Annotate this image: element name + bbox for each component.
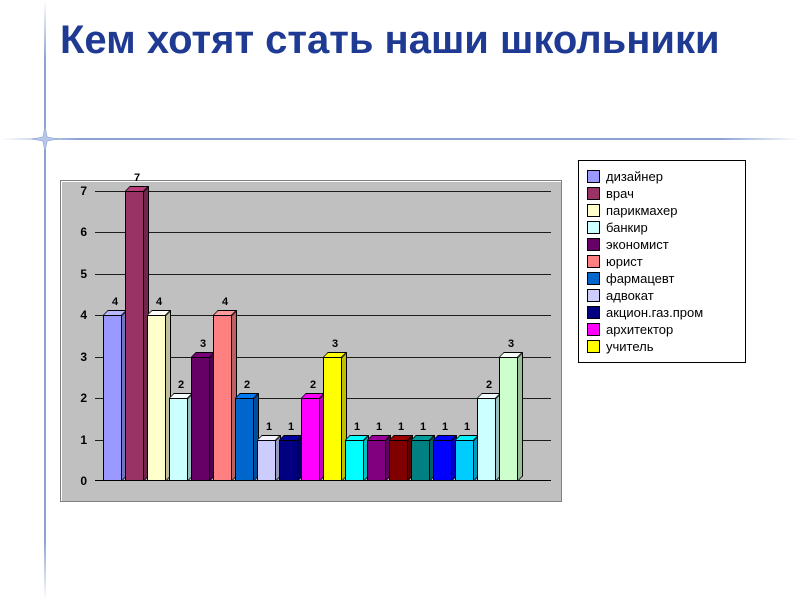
legend-label: экономист [606,237,669,252]
y-tick-label: 1 [80,433,87,447]
bar-value-label: 3 [200,338,206,350]
legend-label: адвокат [606,288,654,303]
bar [169,398,188,481]
legend-swatch [587,255,600,268]
bar [345,440,364,481]
bar-value-label: 2 [178,379,184,391]
bars-group: 4742342112311111123 [95,191,551,481]
y-tick-label: 7 [80,184,87,198]
decor-vline [44,0,46,600]
legend-label: парикмахер [606,203,677,218]
legend-item: парикмахер [587,203,737,218]
bar-value-label: 4 [222,296,228,308]
bar-value-label: 1 [442,421,448,433]
slide-title: Кем хотят стать наши школьники [60,18,740,62]
legend-item: юрист [587,254,737,269]
bar-value-label: 7 [134,172,140,184]
bar [367,440,386,481]
legend-item: архитектор [587,322,737,337]
bar [455,440,474,481]
legend-label: акцион.газ.пром [606,305,703,320]
bar-value-label: 2 [310,379,316,391]
bar-value-label: 2 [486,379,492,391]
legend-item: акцион.газ.пром [587,305,737,320]
bar-value-label: 3 [508,338,514,350]
legend-item: учитель [587,339,737,354]
legend-swatch [587,306,600,319]
legend-swatch [587,221,600,234]
bar [499,357,518,481]
decor-hline [0,138,800,140]
legend-item: фармацевт [587,271,737,286]
bar [191,357,210,481]
legend-label: фармацевт [606,271,674,286]
legend-label: юрист [606,254,643,269]
x-baseline [95,480,551,481]
bar [279,440,298,481]
bar [477,398,496,481]
legend-swatch [587,238,600,251]
bar [125,191,144,481]
y-tick-label: 4 [80,308,87,322]
legend-swatch [587,340,600,353]
bar [103,315,122,481]
bar [235,398,254,481]
y-tick-label: 3 [80,350,87,364]
bar-value-label: 1 [398,421,404,433]
bar-value-label: 4 [156,296,162,308]
bar [389,440,408,481]
y-axis: 01234567 [61,191,91,481]
y-tick-label: 5 [80,267,87,281]
bar-value-label: 1 [420,421,426,433]
bar [147,315,166,481]
legend-swatch [587,204,600,217]
bar [213,315,232,481]
title-wrap: Кем хотят стать наши школьники [60,18,740,62]
bar [433,440,452,481]
y-tick-label: 6 [80,225,87,239]
bar [301,398,320,481]
bar-value-label: 1 [266,421,272,433]
legend-item: адвокат [587,288,737,303]
legend-label: врач [606,186,634,201]
bar [257,440,276,481]
y-tick-label: 0 [80,474,87,488]
legend-label: банкир [606,220,648,235]
bar-chart: 01234567 4742342112311111123 [60,180,562,502]
legend-item: экономист [587,237,737,252]
bar-value-label: 1 [464,421,470,433]
bar-value-label: 4 [112,296,118,308]
legend: дизайнер врач парикмахер банкир экономист юри… [578,160,746,363]
legend-swatch [587,187,600,200]
legend-swatch [587,323,600,336]
legend-item: банкир [587,220,737,235]
bar-value-label: 1 [354,421,360,433]
legend-swatch [587,289,600,302]
bar [411,440,430,481]
content-area: 0 1 2 3 4 5 6 7 4 7 4 2 3 4 2 1 1 2 3 1 1 1 1 1 1 2 3 дизайнер вра… [60,160,780,540]
legend-label: учитель [606,339,654,354]
legend-item: дизайнер [587,169,737,184]
legend-item: врач [587,186,737,201]
bar-value-label: 1 [288,421,294,433]
legend-swatch [587,272,600,285]
y-tick-label: 2 [80,391,87,405]
legend-label: дизайнер [606,169,663,184]
bar-value-label: 1 [376,421,382,433]
legend-swatch [587,170,600,183]
bar-value-label: 3 [332,338,338,350]
slide: Кем хотят стать наши школьники 0 1 2 3 4 5 6 7 … [0,0,800,600]
bar-value-label: 2 [244,379,250,391]
bar [323,357,342,481]
plot-area: 4742342112311111123 [95,191,551,481]
bar-side [518,352,523,481]
legend-label: архитектор [606,322,673,337]
